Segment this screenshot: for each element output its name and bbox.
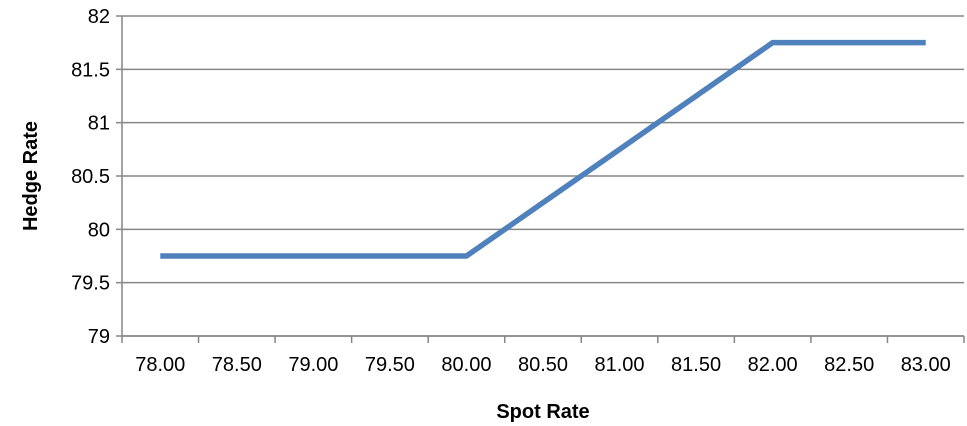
x-tick-label: 80.50 xyxy=(518,354,568,376)
y-tick-label: 80.5 xyxy=(71,166,110,188)
y-tick-label: 80 xyxy=(88,219,110,241)
x-tick-label: 82.50 xyxy=(824,354,874,376)
y-tick-label: 81 xyxy=(88,113,110,135)
x-tick-label: 79.50 xyxy=(365,354,415,376)
gridlines xyxy=(122,15,964,337)
y-tick-label: 82 xyxy=(88,6,110,28)
x-tick-label: 82.00 xyxy=(748,354,798,376)
y-axis-ticks: 79 79.5 80 80.5 81 81.5 82 xyxy=(71,6,122,348)
series-line xyxy=(160,39,926,259)
x-tick-label: 81.50 xyxy=(671,354,721,376)
x-tick-label: 81.00 xyxy=(595,354,645,376)
x-tick-label: 83.00 xyxy=(901,354,951,376)
x-tick-label: 78.00 xyxy=(135,354,185,376)
y-tick-label: 79 xyxy=(88,326,110,348)
series-layer xyxy=(160,39,926,259)
x-tick-label: 78.50 xyxy=(212,354,262,376)
y-tick-label: 81.5 xyxy=(71,59,110,81)
y-axis-title: Hedge Rate xyxy=(20,121,42,231)
x-axis-title: Spot Rate xyxy=(496,401,589,423)
x-axis-ticks: 78.00 78.50 79.00 79.50 80.00 80.50 81.00 81.50… xyxy=(121,336,965,376)
x-tick-label: 80.00 xyxy=(441,354,491,376)
y-tick-label: 79.5 xyxy=(71,273,110,295)
x-tick-label: 79.00 xyxy=(288,354,338,376)
